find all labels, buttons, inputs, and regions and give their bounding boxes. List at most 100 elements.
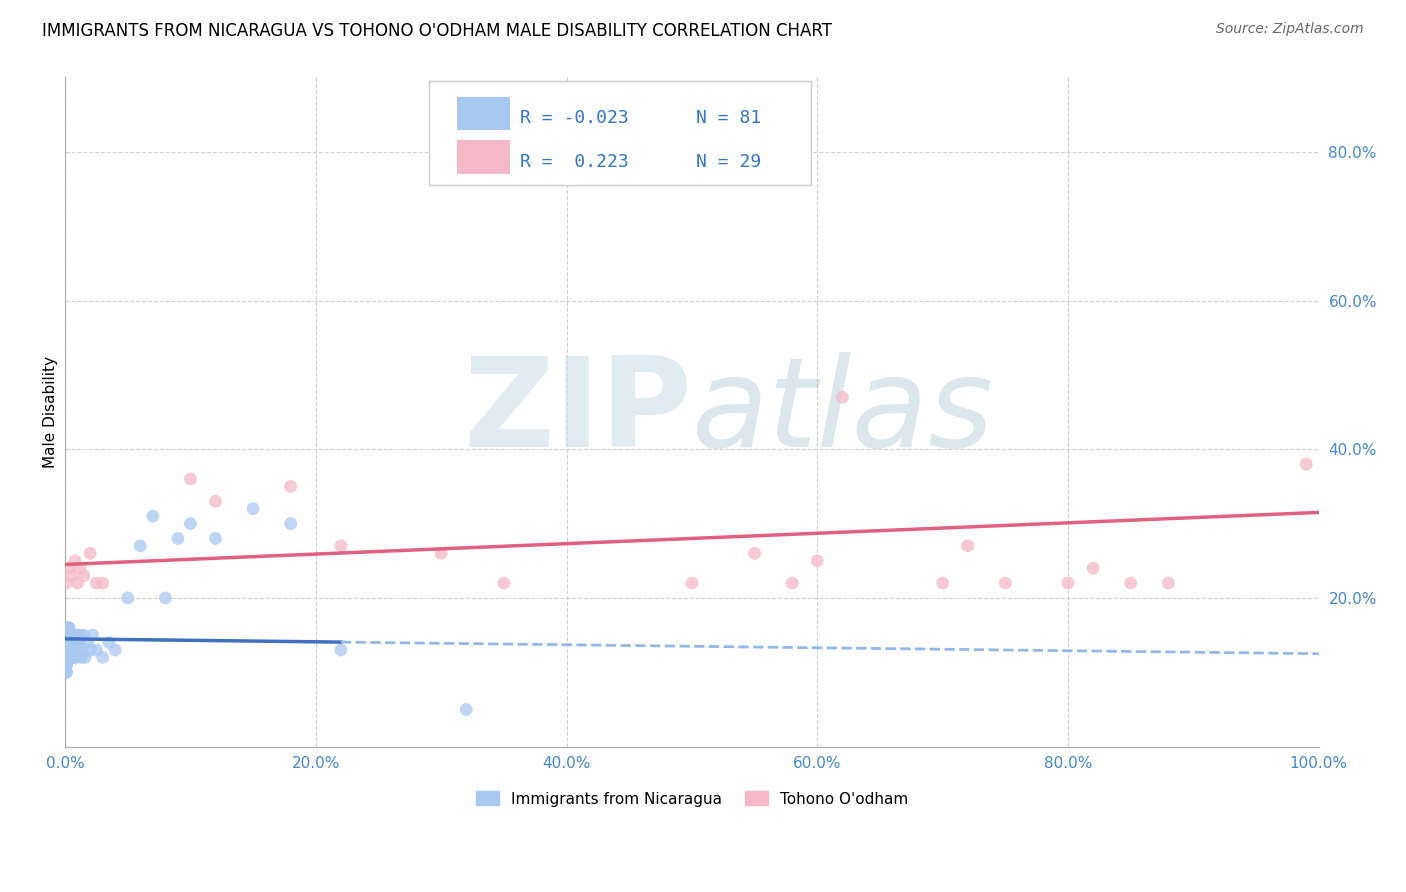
Point (63, 643, 86, 657)
Point (1057, 576, 1080, 591)
Point (60, 568, 83, 582)
Point (55, 657, 77, 672)
Point (204, 532, 226, 546)
Legend: Immigrants from Nicaragua, Tohono O'odham: Immigrants from Nicaragua, Tohono O'odha… (470, 785, 914, 813)
Point (58, 650, 80, 665)
Point (86, 576, 108, 591)
Point (59, 635, 82, 649)
Point (66, 643, 89, 657)
Point (69, 561, 91, 575)
Point (681, 576, 703, 591)
Bar (457, 96, 510, 130)
Point (55, 650, 77, 665)
Text: N = 81: N = 81 (696, 109, 761, 127)
Point (142, 509, 165, 524)
Point (66, 576, 89, 591)
Point (1081, 561, 1104, 575)
Point (329, 539, 352, 553)
Point (831, 390, 853, 404)
Point (58, 621, 80, 635)
Point (58, 628, 80, 642)
Point (66, 628, 89, 642)
Point (63, 628, 86, 642)
Point (55, 665, 77, 680)
Point (82, 628, 104, 642)
Point (58, 628, 80, 642)
Point (167, 532, 190, 546)
Point (956, 539, 979, 553)
Point (72, 643, 94, 657)
Point (129, 539, 152, 553)
Point (58, 621, 80, 635)
Point (55, 650, 77, 665)
Point (931, 576, 953, 591)
Point (56, 628, 79, 642)
Point (56, 650, 79, 665)
Point (63, 643, 86, 657)
Point (86, 643, 108, 657)
Point (806, 554, 828, 568)
Bar (457, 140, 510, 174)
Text: IMMIGRANTS FROM NICARAGUA VS TOHONO O'ODHAM MALE DISABILITY CORRELATION CHART: IMMIGRANTS FROM NICARAGUA VS TOHONO O'OD… (42, 22, 832, 40)
Point (55, 643, 77, 657)
Point (59, 628, 82, 642)
Point (55, 657, 77, 672)
Point (79, 643, 101, 657)
Point (73, 568, 96, 582)
Point (59, 650, 82, 665)
Point (60, 643, 83, 657)
Point (55, 650, 77, 665)
Point (65, 635, 87, 649)
Point (56, 635, 79, 649)
Point (69, 635, 91, 649)
Point (59, 628, 82, 642)
Point (56, 628, 79, 642)
Point (56, 635, 79, 649)
Point (55, 635, 77, 649)
Text: Source: ZipAtlas.com: Source: ZipAtlas.com (1216, 22, 1364, 37)
Point (60, 643, 83, 657)
Text: R =  0.223: R = 0.223 (520, 153, 628, 170)
Point (155, 591, 177, 605)
Point (56, 643, 79, 657)
Point (79, 546, 101, 560)
Point (104, 643, 127, 657)
Point (58, 635, 80, 649)
Point (63, 635, 86, 649)
Point (1295, 457, 1317, 471)
Point (55, 657, 77, 672)
Point (1157, 576, 1180, 591)
Point (56, 643, 79, 657)
Point (1119, 576, 1142, 591)
Point (329, 643, 352, 657)
Point (62, 628, 84, 642)
Point (55, 628, 77, 642)
Point (58, 643, 80, 657)
Point (56, 643, 79, 657)
Point (179, 516, 201, 531)
Point (55, 576, 77, 591)
Point (67, 635, 90, 649)
Point (179, 472, 201, 486)
Point (58, 643, 80, 657)
Point (430, 546, 453, 560)
Point (56, 628, 79, 642)
Text: atlas: atlas (692, 351, 994, 473)
Point (204, 494, 226, 508)
Point (62, 635, 84, 649)
Point (280, 479, 302, 493)
Point (91, 650, 114, 665)
Point (91, 576, 114, 591)
Point (76, 635, 98, 649)
Point (62, 635, 84, 649)
Point (55, 665, 77, 680)
Point (456, 702, 478, 716)
Point (63, 554, 86, 568)
Point (73, 628, 96, 642)
Point (55, 635, 77, 649)
Point (780, 576, 803, 591)
Point (55, 643, 77, 657)
Y-axis label: Male Disability: Male Disability (44, 356, 58, 468)
Point (69, 628, 91, 642)
Point (58, 561, 80, 575)
